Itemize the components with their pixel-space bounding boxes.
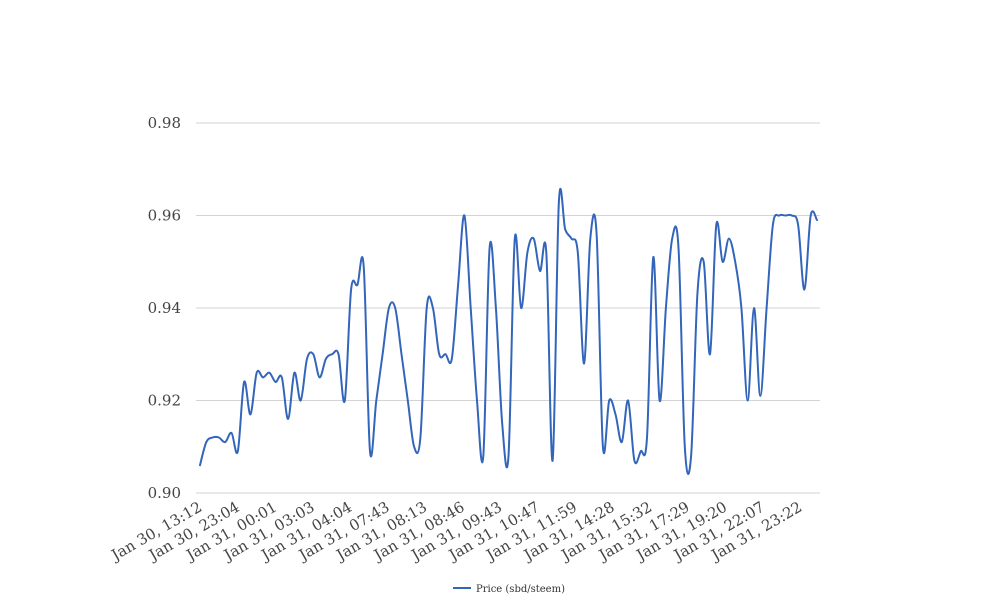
y-tick-label: 0.94 [148, 299, 181, 317]
plot-area [199, 188, 818, 475]
y-axis: 0.90 0.92 0.94 0.96 0.98 [148, 114, 181, 502]
grid-lines [196, 122, 820, 494]
y-tick-label: 0.92 [148, 392, 181, 410]
y-tick-label: 0.90 [148, 484, 181, 502]
series-line-price [199, 188, 818, 475]
legend: Price (sbd/steem) [453, 584, 565, 595]
y-tick-label: 0.96 [148, 207, 181, 225]
y-tick-label: 0.98 [148, 114, 181, 132]
legend-label: Price (sbd/steem) [476, 584, 565, 595]
